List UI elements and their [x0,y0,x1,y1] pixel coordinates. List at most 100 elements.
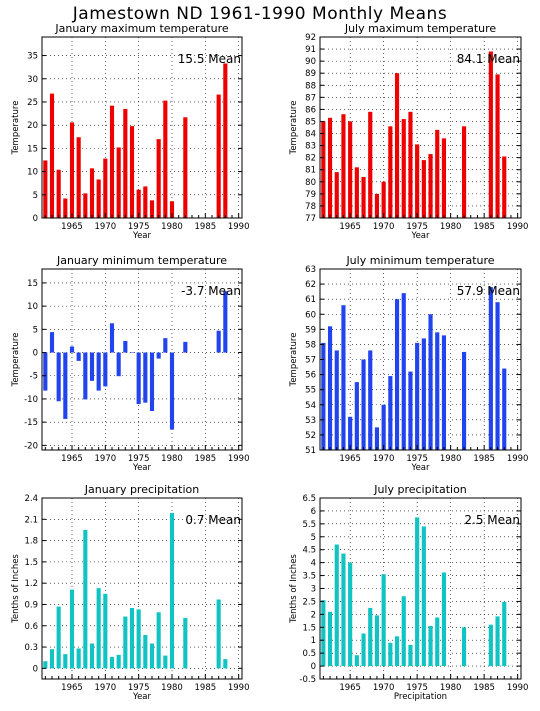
y-tick-label: 15 [27,144,38,154]
bar [368,607,373,667]
x-tick-label: 1975 [406,683,428,693]
bar [103,352,108,387]
y-tick-label: 2.1 [24,515,38,525]
bar [116,352,121,377]
bar [461,627,467,667]
y-tick-label: 0.5 [302,649,316,659]
x-tick-label: 1990 [507,222,529,232]
x-tick-label: 1980 [440,683,462,693]
y-tick-label: 0.3 [24,643,38,653]
bar [321,600,326,667]
x-tick-label: 1985 [195,454,217,464]
y-tick-label: 10 [27,168,38,178]
y-tick-label: 20 [27,121,38,131]
y-tick-label: 2 [311,610,316,620]
y-tick-label: -15 [24,418,38,428]
bar [216,599,221,669]
chart-title: January maximum temperature [54,22,228,35]
x-tick-label: 1990 [228,222,250,232]
bar [129,352,135,353]
bar [56,606,61,669]
bar [361,359,366,450]
y-tick-label: 3.5 [302,572,316,582]
y-tick-label: 51 [305,446,316,456]
bar [183,341,188,353]
y-tick-label: 88 [305,81,316,91]
page-title: Jamestown ND 1961-1990 Monthly Means [72,4,448,24]
y-axis-label: Temperature [11,101,21,156]
x-axis-label: Year [132,463,152,473]
bar [334,350,339,450]
bar [169,512,175,669]
y-tick-label: 0 [33,214,38,224]
bar [76,137,81,218]
y-tick-label: 60 [305,310,316,320]
bar [123,340,128,353]
y-tick-label: 55 [305,386,316,396]
bar [381,404,386,450]
bar [408,371,413,450]
x-tick-label: 1965 [339,222,361,232]
y-tick-label: 5 [311,533,316,543]
bar [109,105,115,218]
x-tick-label: 1965 [339,683,361,693]
bar [388,126,393,218]
x-tick-label: 1990 [507,683,529,693]
bar [421,160,426,218]
x-tick-label: 1980 [161,683,183,693]
y-tick-label: -20 [24,441,38,451]
bar [116,654,121,669]
y-tick-label: 3 [311,585,316,595]
y-tick-label: 62 [305,280,316,290]
x-tick-label: 1970 [95,454,117,464]
y-tick-label: 35 [27,52,38,62]
bar [415,517,420,667]
bar [488,287,493,450]
y-tick-label: 2.4 [24,494,38,504]
bar [341,114,346,218]
chart-title: July precipitation [373,483,467,496]
y-axis-label: Temperature [289,333,299,388]
bar [109,323,115,353]
x-axis-label: Year [411,231,431,241]
x-tick-label: 1990 [507,454,529,464]
bar [374,427,380,450]
chart-title: July maximum temperature [344,22,497,35]
bar [129,126,135,218]
y-tick-label: 63 [305,265,316,275]
bar [163,655,168,669]
y-tick-label: 2.5 [302,597,316,607]
bar [374,193,380,218]
x-tick-label: 1980 [440,454,462,464]
x-axis-label: Precipitation [394,692,447,702]
bar [83,352,88,400]
bar [354,382,359,450]
bar [388,376,393,450]
bar [103,593,108,669]
bar [341,305,346,450]
bar [428,154,433,218]
bar [415,342,420,450]
y-tick-label: 56 [305,371,316,381]
y-tick-label: 10 [27,302,38,312]
bar [149,643,155,669]
bar [49,93,55,218]
x-tick-label: 1985 [195,683,217,693]
bar [56,169,61,218]
plot-frame [319,36,522,219]
bar [109,656,115,669]
y-tick-label: 59 [305,325,316,335]
bar [136,609,141,669]
bar [408,111,413,218]
bar [394,299,400,450]
chart-panel-1: January maximum temperature 0 5 10 15 20 25 30 3… [11,22,249,241]
bar [334,172,339,218]
y-tick-label: 5 [33,191,38,201]
bar [441,335,447,450]
bar [223,291,228,353]
y-axis-label: Temperature [11,333,21,388]
bar [401,596,406,667]
plot-frame [41,36,243,219]
bar [461,351,467,450]
y-tick-label: 84 [305,130,316,140]
